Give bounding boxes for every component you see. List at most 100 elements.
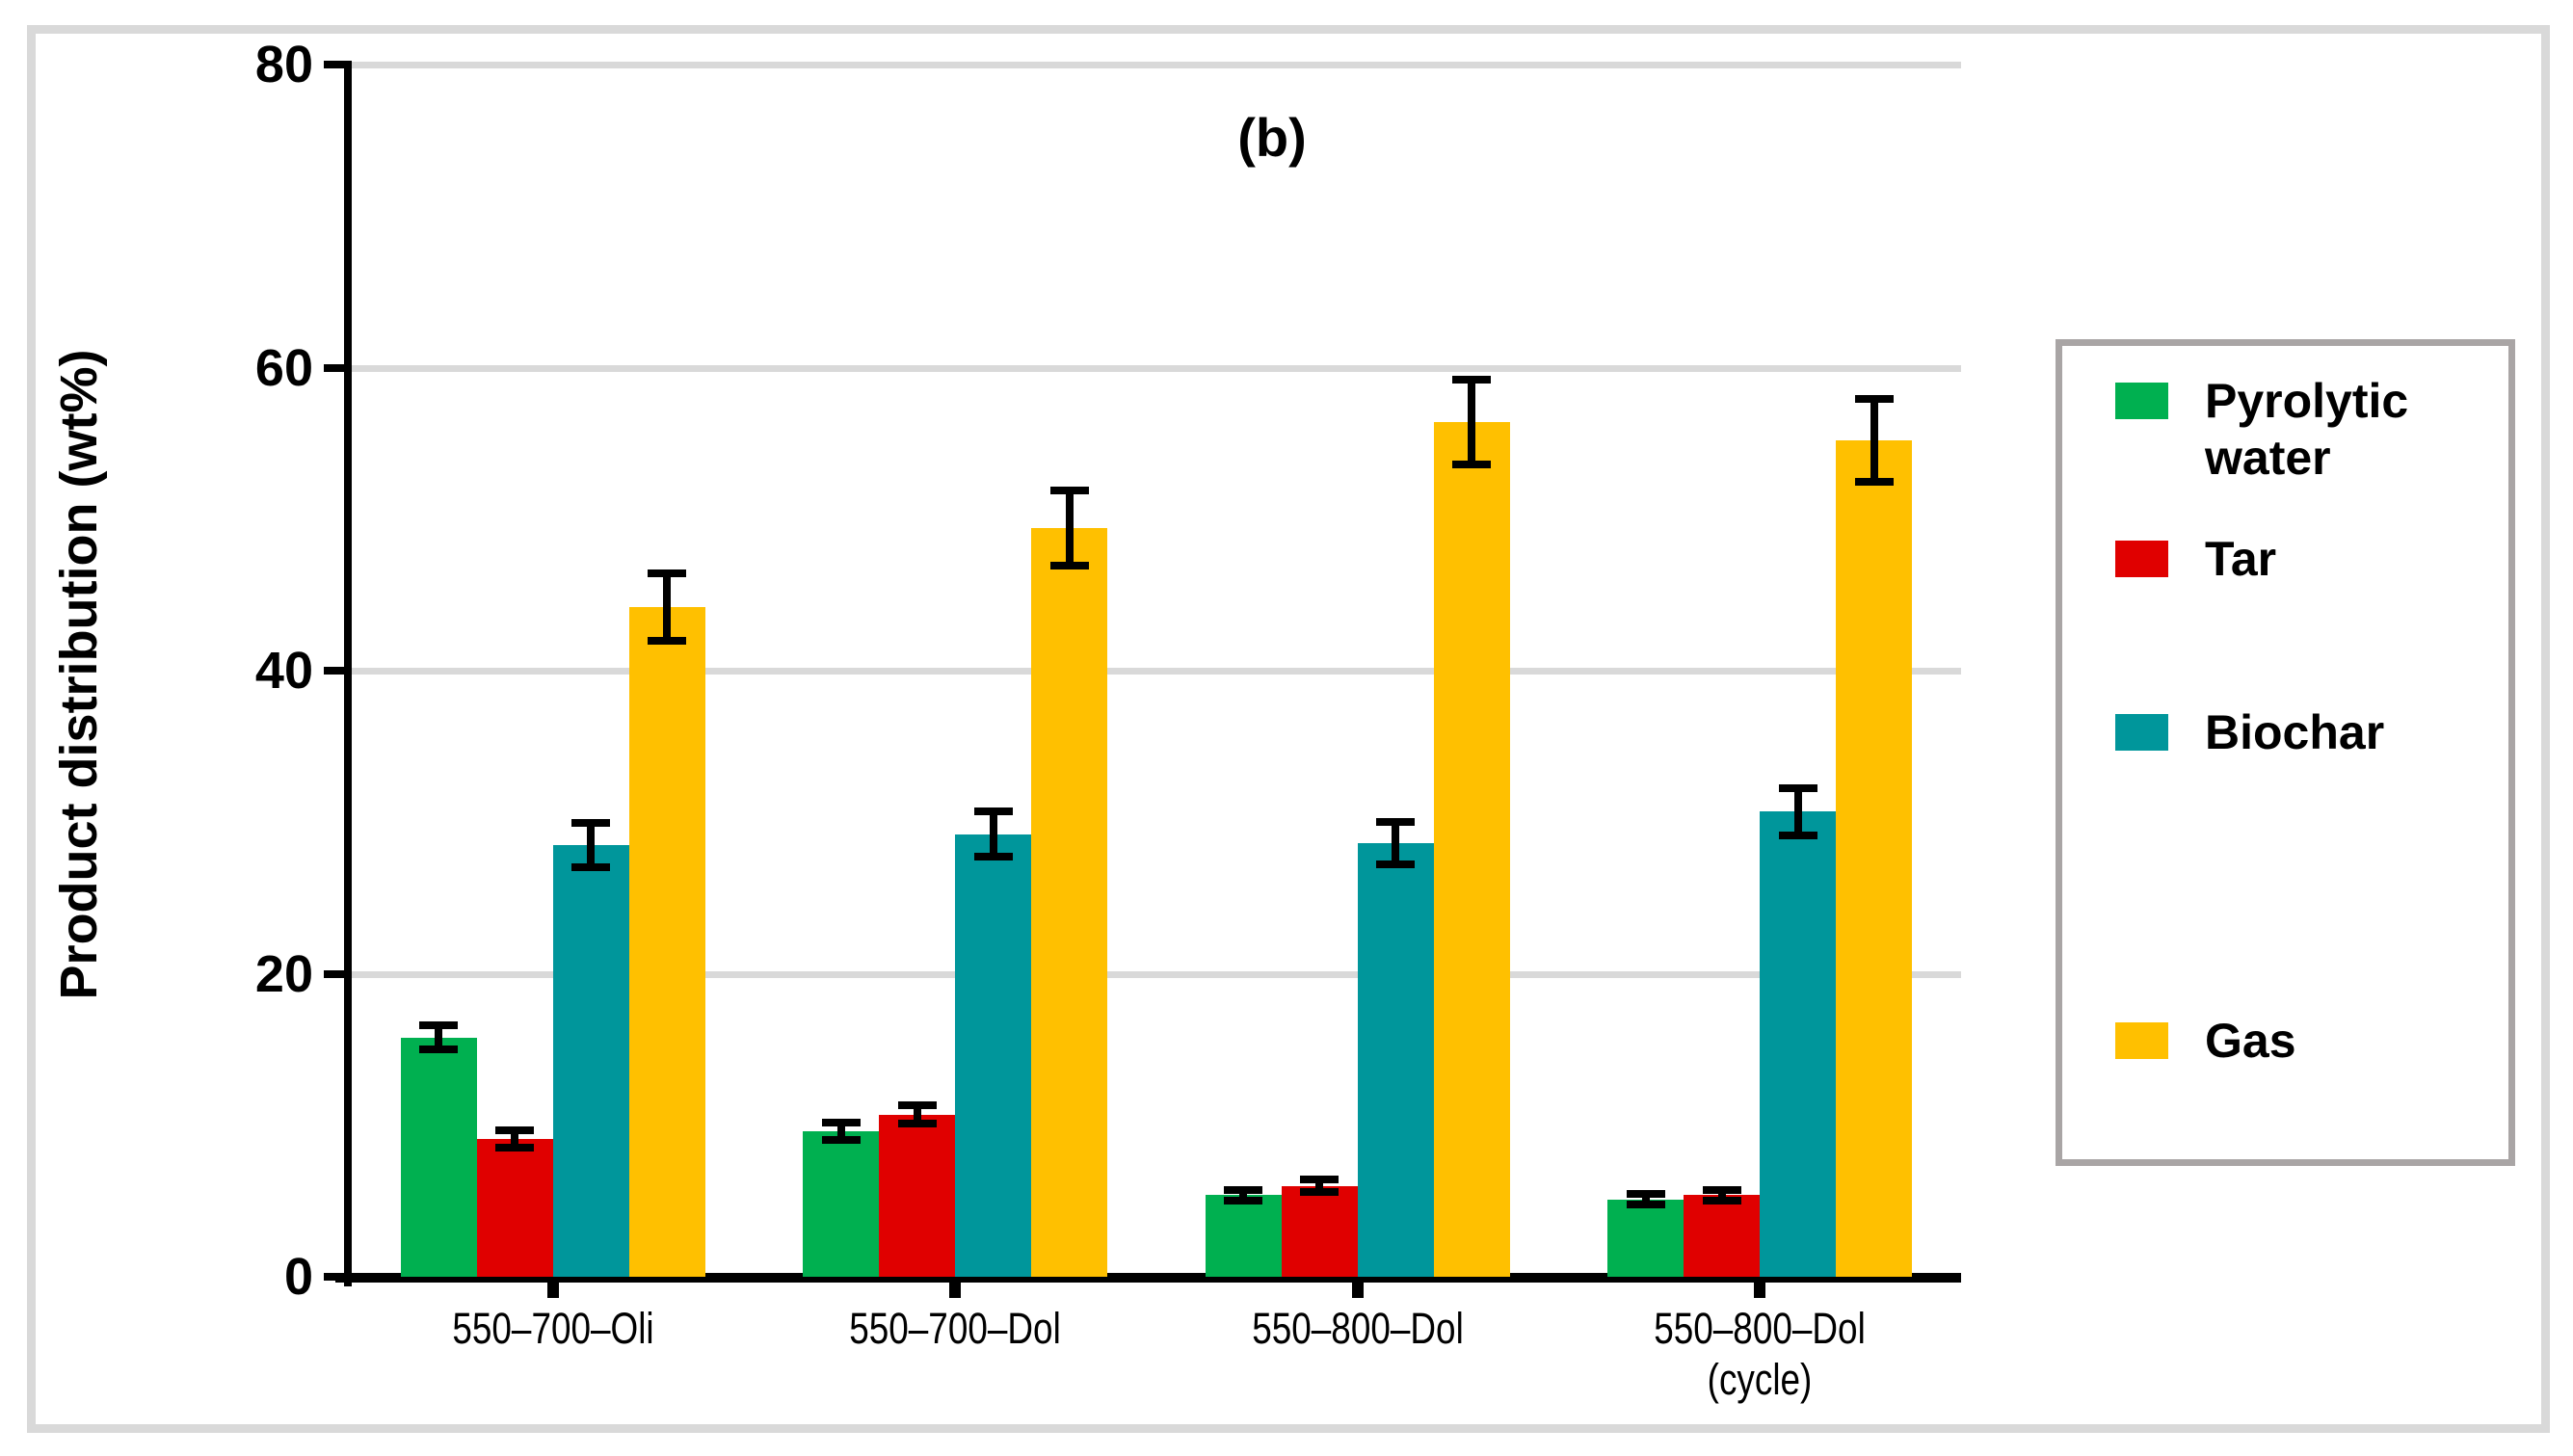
error-bar-cap [1376,818,1416,827]
y-axis-title: Product distribution (wt%) [50,349,108,1000]
gridline-20 [352,970,1961,978]
y-tick-label-80: 80 [254,36,313,93]
x-axis-line [335,1273,1961,1283]
error-bar-cap [973,807,1013,816]
bar-pyrolytic-water [803,1131,880,1277]
error-bar-cap [571,819,611,828]
bar-biochar [552,844,629,1277]
bar-tar [1684,1195,1761,1277]
error-bar [1392,822,1400,865]
error-bar-cap [1300,1187,1340,1196]
error-bar-cap [897,1101,937,1110]
error-bar-cap [1702,1185,1741,1194]
legend-item-gas: Gas [2115,1013,2494,1070]
bar-pyrolytic-water [1607,1199,1684,1277]
legend-label: Biochar [2205,705,2385,759]
bar-gas [628,606,705,1277]
error-bar-cap [1702,1196,1741,1205]
error-bar [1239,1189,1248,1201]
chart-title: (b) [1237,107,1307,168]
legend-label: Tar [2205,532,2277,586]
error-bar [836,1123,845,1140]
error-bar-cap [648,569,687,578]
gridline-80 [352,62,1961,68]
error-bar [435,1024,443,1050]
y-tick-label-60: 60 [254,338,313,397]
bar-gas [1433,422,1510,1277]
legend-swatch [2115,541,2168,577]
y-tick-label-20: 20 [254,944,313,1003]
x-axis-tick-1 [949,1283,962,1298]
error-bar [1468,380,1476,465]
y-axis-tick-20 [324,969,352,978]
error-bar [913,1105,921,1125]
error-bar-cap [1452,376,1492,384]
error-bar-cap [1626,1201,1665,1209]
error-bar-cap [1854,478,1894,487]
bar-biochar [955,834,1032,1277]
legend: Pyrolytic water Tar Biochar Gas [2056,339,2515,1166]
figure-border [27,25,2550,1433]
x-category-label: 550–800–Dol (cycle) [1654,1304,1867,1405]
bar-gas [1836,439,1913,1277]
error-bar-cap [821,1119,861,1127]
error-bar-cap [419,1020,459,1029]
error-bar-cap [571,862,611,871]
error-bar-cap [1224,1185,1263,1194]
error-bar-cap [1452,461,1492,469]
error-bar [511,1130,519,1148]
error-bar-cap [973,853,1013,861]
error-bar [1065,490,1074,567]
bar-tar [476,1138,553,1277]
bar-biochar [1760,811,1837,1277]
y-axis-tick-80 [324,61,352,68]
y-axis-tick-60 [324,363,352,372]
error-bar-cap [419,1046,459,1054]
error-bar-cap [495,1126,535,1135]
x-axis-tick-0 [546,1283,559,1298]
gridline-40 [352,668,1961,675]
x-axis-tick-3 [1754,1283,1766,1298]
error-bar-cap [1778,783,1817,792]
error-bar-cap [1049,486,1089,494]
gridline-60 [352,364,1961,372]
legend-label: Pyrolytic water [2205,374,2409,485]
bar-biochar [1357,843,1434,1277]
error-bar [587,823,596,867]
legend-item-biochar: Biochar [2115,704,2494,761]
error-bar-cap [648,636,687,645]
x-category-label: 550–800–Dol [1251,1304,1464,1353]
error-bar-cap [1300,1176,1340,1184]
legend-item-tar: Tar [2115,531,2494,588]
y-tick-label-40: 40 [254,642,313,700]
legend-swatch [2115,1022,2168,1059]
x-axis-tick-2 [1351,1283,1364,1298]
error-bar [663,573,672,641]
error-bar [1793,787,1802,835]
bar-pyrolytic-water [400,1037,477,1277]
error-bar-cap [1049,562,1089,570]
error-bar-cap [495,1143,535,1152]
error-bar [1315,1179,1324,1192]
error-bar-cap [1854,394,1894,403]
error-bar-cap [1626,1190,1665,1199]
error-bar [1641,1194,1650,1205]
bar-pyrolytic-water [1205,1195,1282,1277]
error-bar-cap [1376,860,1416,869]
bar-tar [879,1114,956,1277]
x-category-label: 550–700–Dol [849,1304,1062,1353]
error-bar-cap [821,1135,861,1144]
y-axis-tick-40 [324,667,352,675]
x-category-label: 550–700–Oli [452,1304,654,1353]
y-axis-line [344,61,352,1286]
legend-label: Gas [2205,1014,2296,1068]
bar-tar [1281,1185,1358,1277]
error-bar [1717,1189,1726,1201]
error-bar [989,811,997,858]
error-bar-cap [897,1120,937,1128]
legend-swatch [2115,383,2168,419]
y-tick-label-0: 0 [283,1248,313,1306]
legend-item-pyrolytic-water: Pyrolytic water [2115,373,2494,487]
error-bar [1870,398,1878,483]
